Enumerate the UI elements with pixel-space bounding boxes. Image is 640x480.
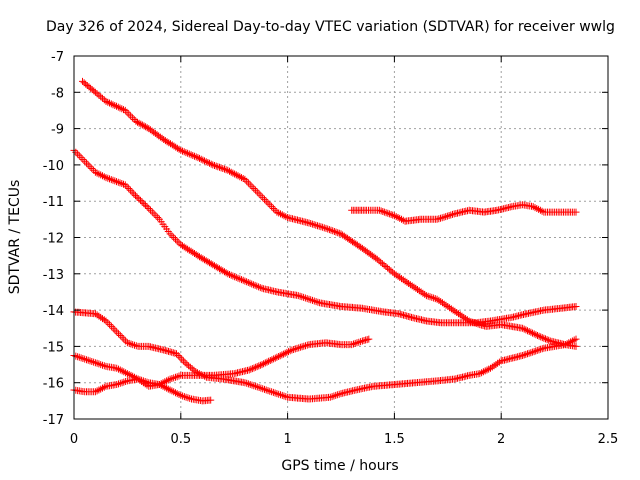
x-tick-label: 0 <box>70 432 78 447</box>
chart-title: Day 326 of 2024, Sidereal Day-to-day VTE… <box>46 19 615 35</box>
grid-lines <box>74 56 608 419</box>
x-tick-label: 1 <box>283 432 291 447</box>
data-series <box>70 335 373 396</box>
y-tick-label: -17 <box>43 413 64 428</box>
y-tick-label: -13 <box>43 268 64 283</box>
y-tick-label: -16 <box>43 377 64 392</box>
x-tick-label: 0.5 <box>170 432 191 447</box>
y-tick-label: -9 <box>51 123 64 138</box>
data-series <box>70 146 580 327</box>
x-tick-label: 2 <box>497 432 505 447</box>
axis-ticks: 0 0.5 1 1.5 2 2.5 -7 -8 -9 -10 -11 -12 -13 -14 -15 -16 -… <box>43 50 619 447</box>
y-tick-label: -12 <box>43 232 64 247</box>
plot-frame <box>73 55 609 420</box>
y-tick-label: -7 <box>51 50 64 65</box>
y-tick-label: -15 <box>43 340 64 355</box>
series-markers <box>70 335 373 396</box>
data-series <box>348 201 580 225</box>
y-tick-label: -8 <box>51 86 64 101</box>
data-points <box>70 77 580 405</box>
x-tick-label: 2.5 <box>598 432 619 447</box>
y-tick-label: -11 <box>43 195 64 210</box>
x-tick-label: 1.5 <box>384 432 405 447</box>
y-tick-label: -14 <box>43 304 64 319</box>
series-markers <box>348 201 580 225</box>
x-axis-title: GPS time / hours <box>281 458 398 474</box>
y-axis-title: SDTVAR / TECUs <box>7 180 23 295</box>
series-markers <box>70 146 580 327</box>
y-tick-label: -10 <box>43 159 64 174</box>
